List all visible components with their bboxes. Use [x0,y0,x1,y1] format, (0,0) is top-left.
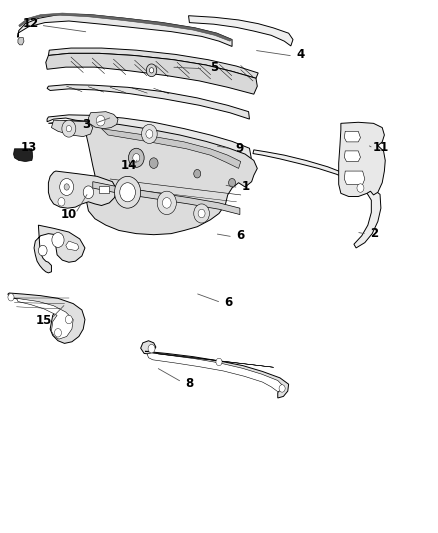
Polygon shape [48,120,257,235]
Polygon shape [99,186,110,193]
Circle shape [146,64,157,77]
Circle shape [194,169,201,178]
Text: 12: 12 [23,17,39,30]
Circle shape [8,294,14,301]
Polygon shape [51,120,93,136]
Circle shape [52,232,64,247]
Polygon shape [344,131,360,142]
Text: 15: 15 [36,314,52,327]
Text: 3: 3 [82,118,90,132]
Polygon shape [48,48,258,78]
Circle shape [39,245,47,256]
Polygon shape [18,14,232,46]
Circle shape [357,184,364,192]
Text: 6: 6 [224,296,233,309]
Polygon shape [102,128,241,168]
Circle shape [83,186,94,199]
Text: 2: 2 [370,227,378,240]
Polygon shape [141,341,289,398]
Text: 8: 8 [185,377,194,390]
Circle shape [64,184,69,190]
Polygon shape [14,149,33,161]
Circle shape [133,154,140,162]
Circle shape [58,198,65,206]
Polygon shape [344,171,365,184]
Circle shape [141,124,157,143]
Text: 1: 1 [242,181,250,193]
Circle shape [96,115,105,126]
Circle shape [115,176,141,208]
Polygon shape [8,293,85,343]
Circle shape [148,344,155,353]
Circle shape [279,385,285,392]
Polygon shape [17,298,73,339]
Polygon shape [188,15,293,46]
Text: 4: 4 [297,48,305,61]
Polygon shape [47,85,250,119]
Circle shape [229,179,236,187]
Circle shape [54,328,61,337]
Circle shape [198,209,205,217]
Circle shape [149,158,158,168]
Polygon shape [18,37,24,45]
Text: 9: 9 [236,142,244,155]
Circle shape [149,68,154,73]
Polygon shape [344,151,360,161]
Polygon shape [34,225,85,273]
Polygon shape [48,171,117,208]
Circle shape [60,179,74,196]
Polygon shape [253,150,381,248]
Circle shape [62,120,76,137]
Polygon shape [339,122,385,197]
Polygon shape [88,112,118,128]
Polygon shape [66,241,79,251]
Circle shape [65,316,72,324]
Text: 13: 13 [20,141,36,154]
Circle shape [216,358,222,366]
Polygon shape [47,115,251,164]
Text: 6: 6 [236,229,244,242]
Circle shape [194,204,209,223]
Polygon shape [19,13,232,41]
Polygon shape [93,182,240,215]
Circle shape [66,125,71,132]
Polygon shape [46,53,257,94]
Circle shape [128,148,144,167]
Text: 10: 10 [61,208,77,221]
Circle shape [120,183,135,202]
Circle shape [146,130,153,138]
Text: 5: 5 [210,61,218,74]
Text: 14: 14 [120,159,137,172]
Polygon shape [147,353,283,392]
Text: 11: 11 [373,141,389,154]
Circle shape [162,198,171,208]
Circle shape [157,191,177,215]
